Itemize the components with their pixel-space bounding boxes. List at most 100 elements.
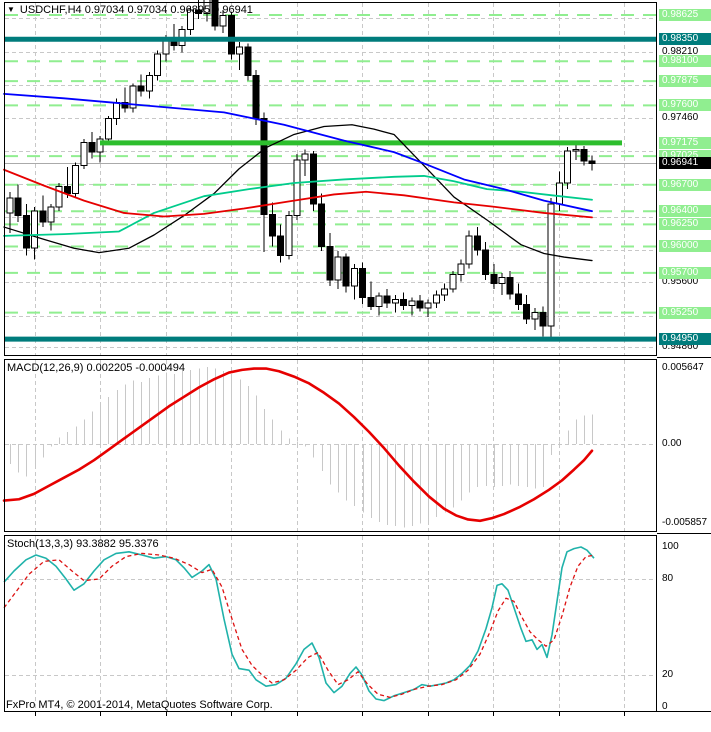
candle-body-bearish (195, 9, 203, 15)
candle-body-bearish (400, 298, 408, 307)
candle-body-bullish (449, 274, 457, 290)
candle-body-bullish (432, 294, 440, 304)
candle-body-bearish (523, 304, 531, 320)
candle-body-bullish (72, 164, 80, 195)
price-label-level: 0.98100 (659, 55, 711, 67)
stoch-axis-label: 0 (662, 701, 668, 712)
price-label-level: 0.96700 (659, 179, 711, 191)
stoch-axis-label: 80 (662, 573, 674, 584)
candle-body-bullish (301, 153, 309, 161)
ma-blue-line (3, 92, 593, 213)
candle-body-bullish (47, 206, 55, 223)
candle-body-bearish (22, 215, 30, 249)
candle-body-bullish (293, 159, 301, 217)
candle-body-bullish (441, 288, 449, 296)
price-label-grid: 0.95600 (662, 276, 699, 287)
candle-body-bearish (506, 276, 514, 295)
candle-body-bullish (564, 150, 572, 184)
candle-body-bearish (277, 235, 285, 256)
candle-body-bullish (531, 312, 539, 320)
candle-body-bullish (350, 268, 358, 287)
price-label-level: 0.97600 (659, 99, 711, 111)
symbol-ohlc-text: USDCHF,H4 0.97034 0.97034 0.96895 0.9694… (19, 4, 253, 16)
panel-resize-divider[interactable] (0, 355, 711, 359)
candle-body-bullish (186, 9, 194, 31)
candle-body-bullish (145, 74, 153, 92)
candle-body-bearish (514, 293, 522, 306)
candle-body-bullish (129, 85, 137, 109)
price-label-level: 0.96250 (659, 218, 711, 230)
candle-body-bearish (580, 148, 588, 162)
candle-body-bullish (203, 0, 211, 15)
candle-body-bullish (498, 276, 506, 285)
stoch-axis-label: 100 (662, 541, 679, 552)
candle-body-bearish (539, 312, 547, 327)
candle-body-bearish (588, 160, 596, 164)
candle-body-bearish (482, 249, 490, 276)
candle-body-bearish (63, 185, 71, 195)
candle-body-bearish (252, 74, 260, 120)
macd-signal-line (2, 367, 594, 523)
candle-body-bearish (268, 214, 276, 237)
panel-resize-divider[interactable] (0, 531, 711, 535)
candle-body-bullish (285, 215, 293, 256)
candle-body-bullish (104, 118, 112, 140)
macd-axis-label: 0.00 (662, 438, 682, 449)
candle-body-bearish (260, 118, 268, 216)
macd-indicator-label: MACD(12,26,9) 0.002205 -0.000494 (7, 362, 185, 374)
price-label-level: 0.95250 (659, 307, 711, 319)
candle-body-bullish (96, 138, 104, 153)
candle-body-bullish (375, 295, 383, 307)
time-axis[interactable]: 7 Apr 20158 Apr 12:009 Apr 20:0013 Apr 0… (0, 712, 711, 732)
candle-body-bullish (6, 197, 14, 214)
platform-credit-text: FxPro MT4, © 2001-2014, MetaQuotes Softw… (6, 699, 273, 711)
price-label-grid: 0.94860 (662, 341, 699, 352)
macd-axis-label: 0.005647 (662, 362, 704, 373)
candle-body-bearish (383, 295, 391, 304)
panel-border (4, 2, 657, 356)
candle-body-bullish (31, 210, 39, 249)
candle-body-bullish (80, 141, 88, 166)
macd-axis-label: -0.005857 (662, 517, 708, 528)
price-label-grid: 0.97460 (662, 112, 699, 123)
candle-body-bullish (424, 302, 432, 309)
candle-body-bullish (465, 235, 473, 265)
candle-body-bearish (318, 203, 326, 247)
price-label-level: 0.98625 (659, 9, 711, 21)
candle-body-bearish (39, 210, 47, 223)
stoch-indicator-label: Stoch(13,3,3) 93.3882 95.3376 (7, 538, 159, 550)
candle-body-bullish (457, 263, 465, 276)
price-label-level: 0.97175 (659, 137, 711, 149)
panel-border (4, 359, 657, 532)
candle-body-bullish (408, 300, 416, 307)
candle-body-bearish (473, 235, 481, 251)
candle-body-bearish (490, 274, 498, 285)
chart-dropdown-icon[interactable]: ▼ (7, 5, 15, 14)
candle-body-bearish (244, 46, 252, 76)
candle-body-bullish (547, 203, 555, 327)
candle-body-bearish (416, 300, 424, 309)
stoch-k-line (3, 546, 595, 702)
price-label-sr: 0.98350 (659, 33, 711, 45)
candle-body-bullish (572, 148, 580, 152)
candle-body-bearish (88, 141, 96, 153)
candle-body-bearish (14, 197, 22, 217)
candle-body-bearish (342, 256, 350, 287)
candle-body-bullish (555, 182, 563, 205)
candle-body-bullish (55, 185, 63, 208)
candle-body-bullish (236, 46, 244, 55)
price-label-sr: 0.94950 (659, 333, 711, 345)
price-label-level: 0.96000 (659, 240, 711, 252)
stoch-d-line (3, 552, 596, 699)
candle-body-bearish (359, 268, 367, 299)
price-label-grid: 0.98210 (662, 46, 699, 57)
price-label-level: 0.97875 (659, 75, 711, 87)
candle-body-bearish (309, 153, 317, 205)
candle-body-bearish (227, 14, 235, 55)
candle-body-bearish (137, 85, 145, 92)
price-label-level: 0.96400 (659, 205, 711, 217)
candle-body-bullish (154, 53, 162, 76)
price-label-level: 0.95700 (659, 267, 711, 279)
